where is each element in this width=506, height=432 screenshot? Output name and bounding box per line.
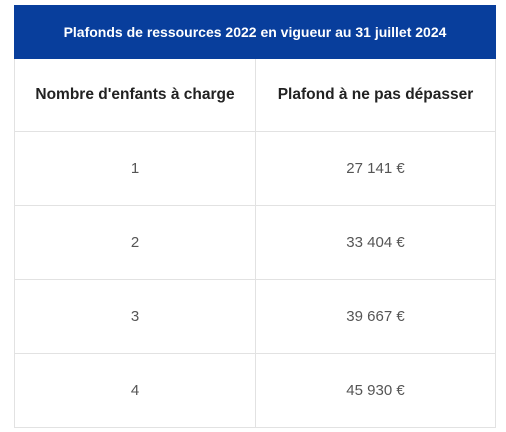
column-header-ceiling: Plafond à ne pas dépasser: [255, 58, 496, 132]
table-row: 4 45 930 €: [14, 353, 496, 428]
column-header-children: Nombre d'enfants à charge: [14, 58, 256, 132]
resource-ceilings-table-container: Plafonds de ressources 2022 en vigueur a…: [14, 5, 496, 428]
table-row: 2 33 404 €: [14, 205, 496, 280]
table-row: 3 39 667 €: [14, 279, 496, 354]
children-count-cell: 1: [14, 131, 256, 206]
table-header-row: Nombre d'enfants à charge Plafond à ne p…: [14, 58, 496, 132]
ceiling-amount-cell: 39 667 €: [255, 279, 496, 354]
children-count-cell: 2: [14, 205, 256, 280]
table-title-row: Plafonds de ressources 2022 en vigueur a…: [14, 5, 496, 59]
ceiling-amount-cell: 33 404 €: [255, 205, 496, 280]
ceiling-amount-cell: 45 930 €: [255, 353, 496, 428]
table-title: Plafonds de ressources 2022 en vigueur a…: [14, 5, 496, 59]
resource-ceilings-table: Plafonds de ressources 2022 en vigueur a…: [14, 5, 496, 428]
table-row: 1 27 141 €: [14, 131, 496, 206]
children-count-cell: 3: [14, 279, 256, 354]
ceiling-amount-cell: 27 141 €: [255, 131, 496, 206]
children-count-cell: 4: [14, 353, 256, 428]
